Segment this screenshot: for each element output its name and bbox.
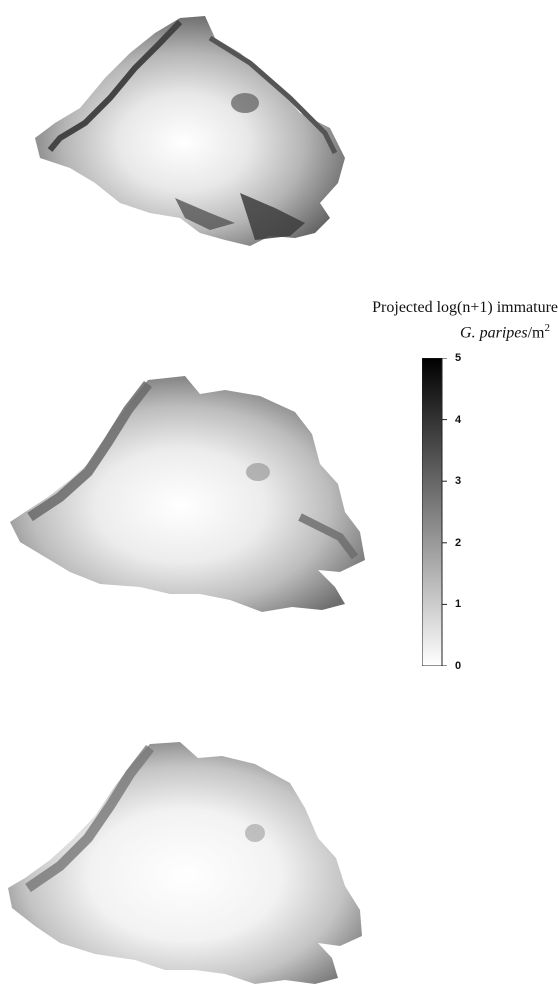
legend-title-line2: G. paripes/m2: [300, 318, 558, 343]
legend-unit-prefix: /m: [527, 324, 545, 342]
legend-unit-exponent: 2: [544, 322, 551, 334]
density-map-middle: [0, 372, 380, 622]
colorbar-tick-label-5: 5: [455, 352, 462, 364]
legend-title-line1: Projected log(n+1) immature: [372, 299, 558, 316]
colorbar-tick-marks: [442, 358, 447, 666]
density-map-middle-image: [10, 376, 365, 612]
colorbar-tick-label-3: 3: [455, 475, 462, 488]
colorbar-tick-label-1: 1: [455, 598, 462, 611]
colorbar-tick-label-0: 0: [455, 660, 462, 672]
legend-title: Projected log(n+1) immature G. paripes/m…: [300, 298, 558, 343]
density-map-bottom: [0, 738, 380, 988]
density-map-bottom-image: [8, 742, 362, 984]
colorbar-tick-label-4: 4: [455, 413, 462, 426]
legend-species: G. paripes: [460, 324, 528, 342]
legend-colorbar: [422, 358, 447, 666]
density-map-top-image: [35, 16, 345, 246]
colorbar-tick-label-2: 2: [455, 536, 462, 549]
density-map-top: [0, 8, 380, 258]
